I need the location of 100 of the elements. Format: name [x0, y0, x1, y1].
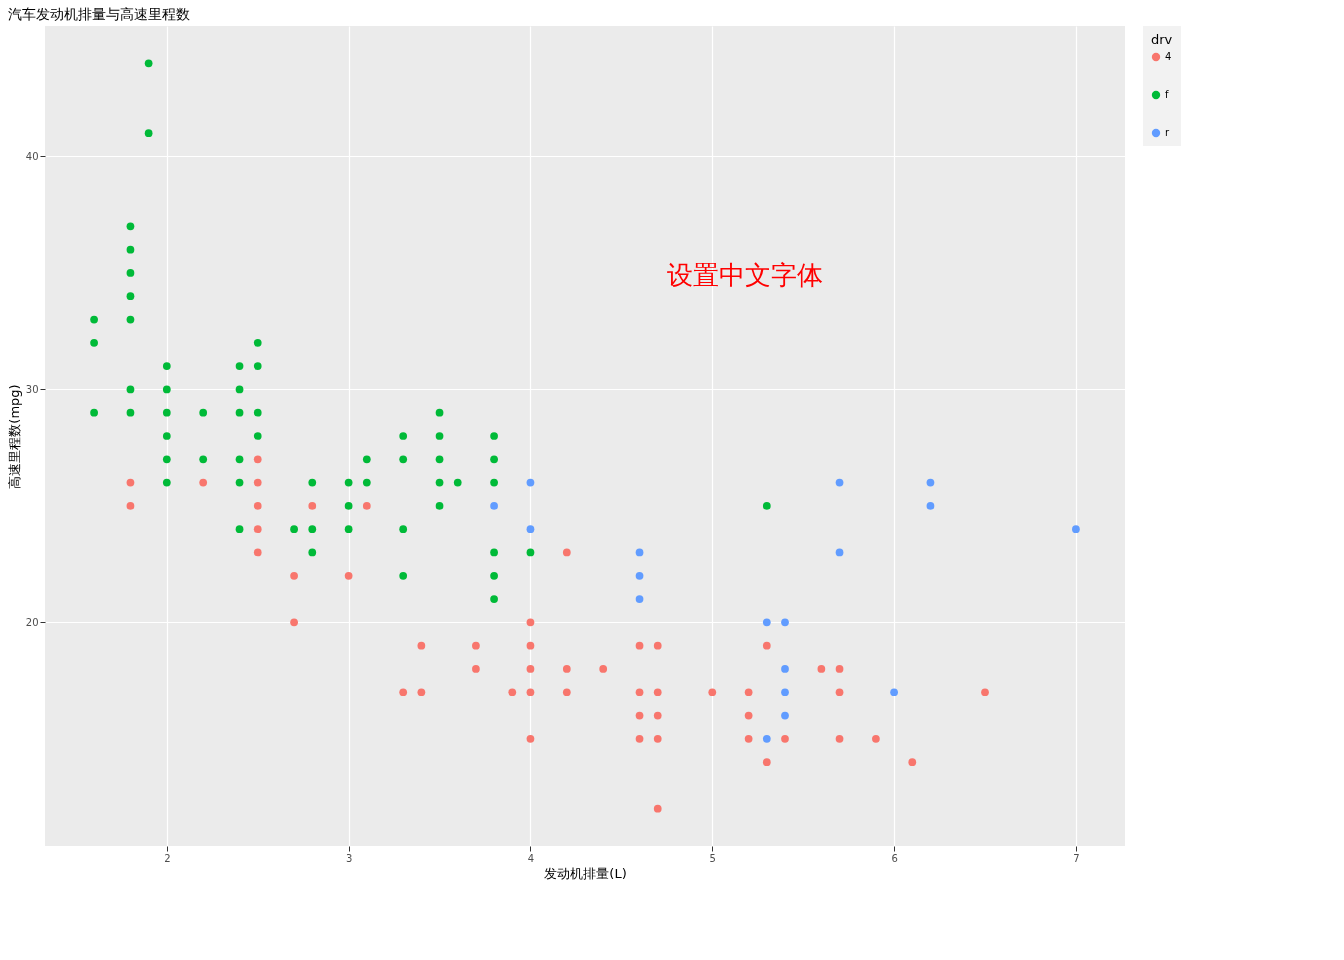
point — [981, 688, 989, 697]
point — [835, 734, 844, 743]
point — [453, 478, 462, 487]
point — [162, 455, 171, 464]
point — [144, 129, 153, 138]
point — [253, 478, 262, 487]
point — [399, 525, 408, 534]
point — [199, 455, 208, 464]
point — [635, 571, 644, 580]
point — [472, 665, 480, 673]
legend-label: f — [1165, 89, 1169, 100]
point — [490, 548, 498, 557]
point — [762, 734, 771, 743]
point — [126, 315, 135, 324]
point — [344, 525, 353, 534]
point — [835, 688, 844, 697]
point — [417, 688, 426, 697]
point — [126, 292, 135, 301]
point — [835, 478, 844, 487]
x-tick-label: 5 — [709, 852, 716, 864]
point — [126, 245, 135, 254]
y-axis-title: 高速里程数(mpg) — [6, 384, 22, 489]
point — [344, 502, 353, 510]
legend-title: drv — [1151, 32, 1173, 47]
point — [562, 548, 571, 557]
point — [781, 618, 789, 627]
point — [90, 408, 98, 417]
x-tick-label: 2 — [164, 852, 171, 864]
point — [490, 502, 498, 510]
point — [435, 455, 444, 464]
point — [253, 548, 262, 557]
point — [162, 362, 171, 370]
point — [762, 758, 771, 766]
chart-title: 汽车发动机排量与高速里程数 — [8, 6, 191, 22]
point — [290, 571, 298, 580]
point — [635, 711, 644, 720]
point — [472, 641, 480, 650]
annotation: 设置中文字体 — [667, 261, 823, 290]
point — [835, 665, 844, 673]
point — [744, 734, 753, 743]
point — [290, 525, 298, 534]
point — [635, 734, 644, 743]
point — [162, 478, 171, 487]
point — [744, 711, 753, 720]
point — [253, 362, 262, 370]
point — [762, 641, 771, 650]
point — [744, 688, 753, 697]
point — [362, 478, 371, 487]
point — [235, 478, 244, 487]
x-tick-label: 3 — [345, 852, 353, 864]
point — [490, 432, 498, 440]
point — [635, 688, 644, 697]
point — [235, 455, 244, 464]
point — [908, 758, 917, 766]
point — [526, 665, 535, 673]
point — [126, 502, 135, 510]
y-tick-label: 20 — [25, 616, 39, 628]
point — [526, 734, 535, 743]
point — [344, 478, 353, 487]
point — [781, 711, 789, 720]
point — [490, 595, 498, 603]
point — [399, 571, 408, 580]
legend-label: r — [1165, 127, 1170, 138]
point — [399, 455, 408, 464]
point — [435, 408, 444, 417]
point — [162, 408, 171, 417]
point — [1072, 525, 1080, 534]
point — [126, 478, 135, 487]
point — [308, 502, 317, 510]
point — [490, 455, 498, 464]
point — [90, 338, 98, 347]
point — [253, 455, 262, 464]
point — [199, 408, 208, 417]
point — [308, 525, 317, 534]
point — [781, 665, 789, 673]
point — [126, 222, 135, 231]
point — [235, 525, 244, 534]
point — [599, 665, 608, 673]
point — [508, 688, 517, 697]
point — [926, 502, 935, 510]
point — [235, 362, 244, 370]
point — [126, 269, 135, 277]
point — [435, 502, 444, 510]
point — [526, 525, 535, 534]
point — [435, 432, 444, 440]
point — [526, 618, 535, 627]
point — [344, 571, 353, 580]
point — [199, 478, 208, 487]
point — [708, 688, 717, 697]
x-axis-title: 发动机排量(L) — [544, 865, 627, 881]
point — [290, 618, 298, 627]
point — [126, 408, 135, 417]
point — [635, 548, 644, 557]
point — [817, 665, 826, 673]
point — [562, 665, 571, 673]
point — [526, 688, 535, 697]
point — [835, 548, 844, 557]
point — [162, 432, 171, 440]
point — [926, 478, 935, 487]
point — [526, 478, 535, 487]
